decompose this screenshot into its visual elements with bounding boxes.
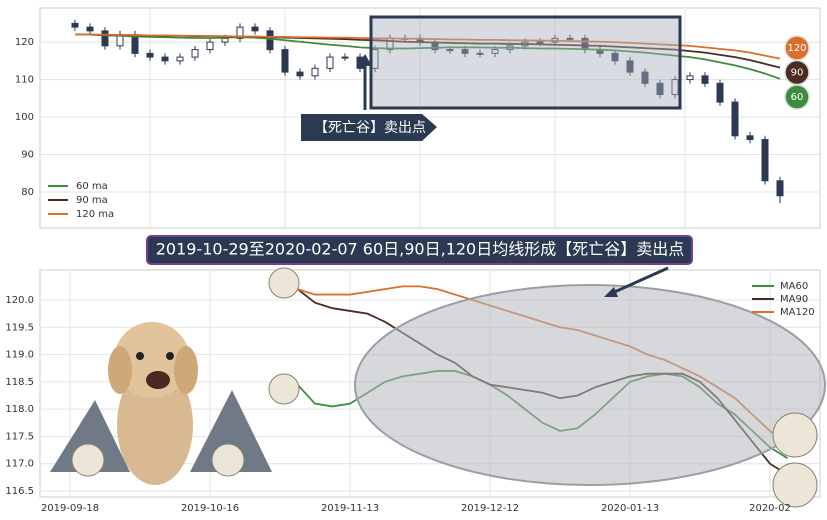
candle-body xyxy=(326,56,334,69)
x-tick-label: 2020-01-13 xyxy=(601,503,659,514)
candle-body xyxy=(146,52,154,58)
end-badge-label: 120 xyxy=(787,43,806,54)
candle-body xyxy=(221,37,229,43)
y-tick-label: 120.0 xyxy=(5,295,34,306)
y-tick-label: 117.5 xyxy=(5,431,34,442)
candle-body xyxy=(161,56,169,62)
end-badge-label: 60 xyxy=(791,92,804,103)
candle-body xyxy=(86,26,94,32)
dog-ear xyxy=(174,346,198,394)
skulls xyxy=(71,267,818,508)
candle-body xyxy=(641,71,649,84)
legend-label: 90 ma xyxy=(76,195,108,206)
candle-body xyxy=(176,56,184,62)
y-tick-label: 100 xyxy=(15,112,34,123)
candle-body xyxy=(266,30,274,51)
arrow-head xyxy=(604,287,618,297)
annotation: 【死亡谷】卖出点 xyxy=(314,120,426,136)
candle-body xyxy=(656,82,664,96)
candle-body xyxy=(491,49,499,54)
label-box xyxy=(301,114,437,141)
candle-body xyxy=(776,180,784,197)
legend-label: 120 ma xyxy=(76,209,114,220)
x-tick-label: 2019-10-16 xyxy=(181,503,239,514)
candle-body xyxy=(746,135,754,141)
dog-head xyxy=(114,322,190,398)
candle-body xyxy=(476,52,484,55)
end-badge xyxy=(784,84,810,110)
candle-body xyxy=(461,49,469,54)
candle-body xyxy=(761,139,769,182)
candle-body xyxy=(101,30,109,47)
candle-body xyxy=(446,49,454,52)
candle-body xyxy=(701,75,709,84)
candle-body xyxy=(626,60,634,73)
x-tick-label: 2020-02 xyxy=(749,503,791,514)
candle-body xyxy=(566,37,574,40)
candle-body xyxy=(311,67,319,77)
y-tick-label: 110 xyxy=(15,75,34,86)
candle-body xyxy=(671,79,679,96)
candle-body xyxy=(716,82,724,103)
line xyxy=(75,33,781,60)
candle-body xyxy=(731,101,739,137)
line xyxy=(75,33,781,80)
y-tick-label: 118.5 xyxy=(5,377,34,388)
y-tick-label: 118.0 xyxy=(5,404,34,415)
candle-body xyxy=(206,41,214,51)
x-tick-label: 2019-11-13 xyxy=(321,503,379,514)
candle-body xyxy=(341,56,349,59)
y-tick-label: 119.0 xyxy=(5,350,34,361)
legend-label: MA90 xyxy=(780,294,808,305)
dog-body xyxy=(117,365,193,485)
candle-body xyxy=(236,26,244,39)
legend-label: MA120 xyxy=(780,307,815,318)
candle-body xyxy=(296,71,304,77)
end-badge-label: 90 xyxy=(791,68,804,79)
legend-label: 60 ma xyxy=(76,181,108,192)
candle-body xyxy=(281,49,289,73)
candle-body xyxy=(536,41,544,44)
x-tick-label: 2019-12-12 xyxy=(461,503,519,514)
mountain xyxy=(50,400,130,472)
dog-eye xyxy=(136,352,144,360)
plot-area xyxy=(39,7,821,229)
x-tick-label: 2019-09-18 xyxy=(41,503,99,514)
arrow xyxy=(609,266,669,296)
candle-body xyxy=(191,49,199,58)
dog-eye xyxy=(166,352,174,360)
candle-body xyxy=(686,75,694,81)
y-tick-label: 116.5 xyxy=(5,486,34,497)
banner-text: 2019-10-29至2020-02-07 60日,90日,120日均线形成【死… xyxy=(156,240,685,259)
candle-body xyxy=(611,52,619,62)
arrow-head xyxy=(358,54,372,66)
mountain xyxy=(190,390,272,472)
y-tick-label: 117.0 xyxy=(5,459,34,470)
highlight-ellipse xyxy=(354,284,826,486)
legend-label: MA60 xyxy=(780,281,808,292)
highlight-box xyxy=(369,15,682,110)
candle-body xyxy=(251,26,259,32)
banner xyxy=(146,235,693,265)
y-tick-label: 80 xyxy=(21,187,34,198)
y-tick-label: 120 xyxy=(15,37,34,48)
dog-ear xyxy=(108,346,132,394)
decoration xyxy=(50,15,826,508)
dog-mouth xyxy=(146,371,170,389)
candle-body xyxy=(71,22,79,28)
y-tick-label: 119.5 xyxy=(5,322,34,333)
y-tick-label: 90 xyxy=(21,150,34,161)
